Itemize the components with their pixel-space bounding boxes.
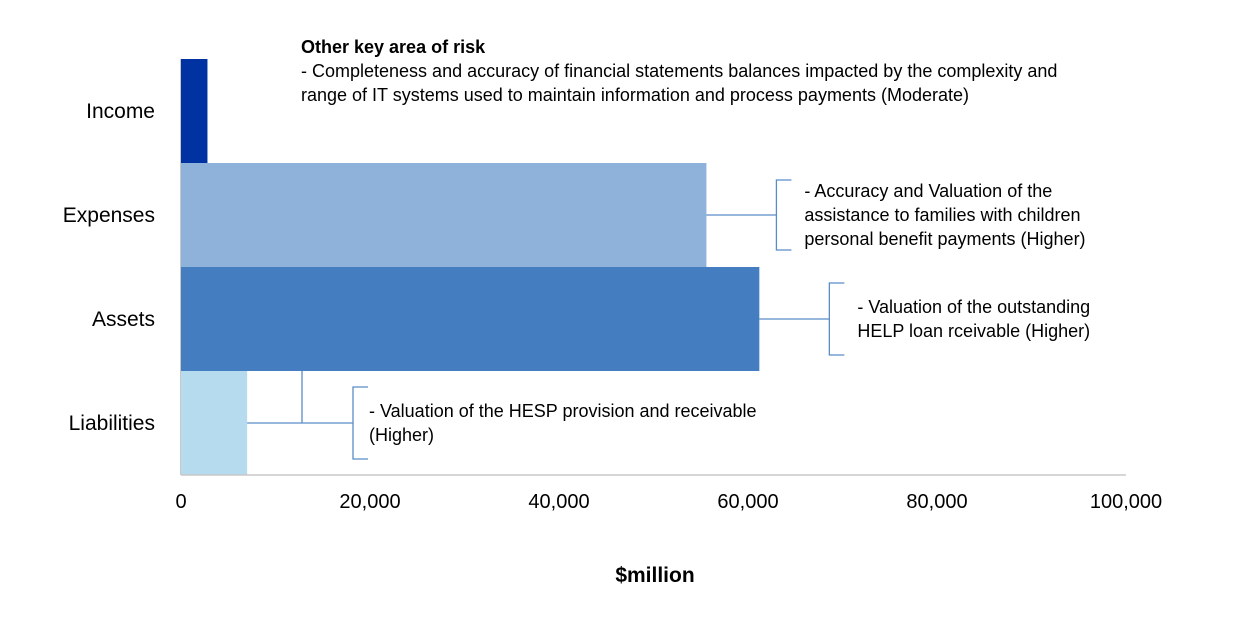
x-axis-label: $million <box>615 564 694 587</box>
bar-expenses <box>181 163 707 267</box>
category-label-assets: Assets <box>92 308 155 331</box>
bracket-assets <box>828 282 845 356</box>
connector-liabilities <box>247 371 353 424</box>
x-tick-label: 20,000 <box>339 491 400 513</box>
category-labels: Income Expenses Assets Liabilities <box>63 100 155 435</box>
bar-income <box>181 59 208 163</box>
bracket-expenses <box>775 179 792 251</box>
annotation-connectors <box>247 179 845 460</box>
x-tick-label: 100,000 <box>1090 491 1162 513</box>
x-tick-label: 40,000 <box>528 491 589 513</box>
category-label-income: Income <box>86 100 155 123</box>
bracket-liabilities <box>352 386 368 460</box>
annotation-income: Other key area of risk - Completeness and… <box>301 37 1057 105</box>
annotation-expenses: - Accuracy and Valuation of the assistanc… <box>804 181 1085 249</box>
bars-group <box>181 59 760 475</box>
x-tick-label: 80,000 <box>906 491 967 513</box>
annotation-liabilities: - Valuation of the HESP provision and re… <box>369 401 757 445</box>
category-label-liabilities: Liabilities <box>69 412 155 435</box>
x-tick-labels: 0 20,000 40,000 60,000 80,000 100,000 <box>175 491 1162 513</box>
bar-liabilities <box>181 371 248 475</box>
x-tick-label: 60,000 <box>717 491 778 513</box>
bar-assets <box>181 267 760 371</box>
category-label-expenses: Expenses <box>63 204 155 227</box>
annotation-assets: - Valuation of the outstanding HELP loan … <box>857 297 1090 341</box>
annotations-group: Other key area of risk - Completeness and… <box>301 37 1090 445</box>
x-tick-label: 0 <box>175 491 186 513</box>
